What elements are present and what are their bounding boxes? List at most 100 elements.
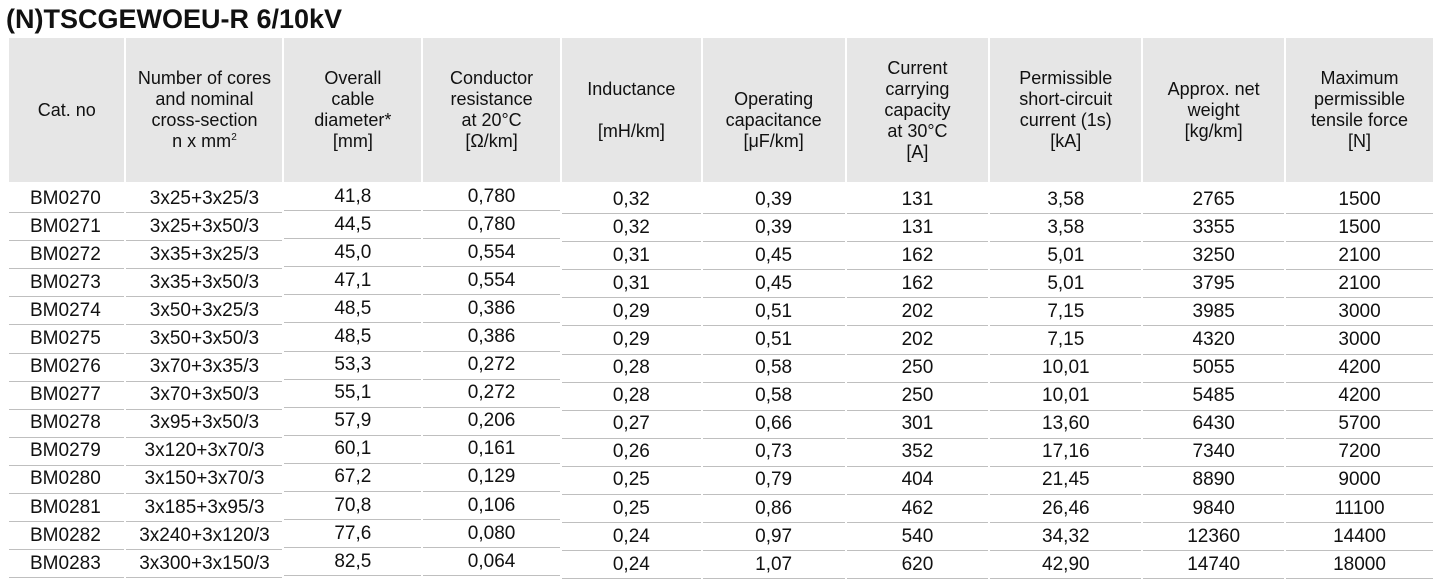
column-header-line: current (1s) [1019, 110, 1112, 130]
column-header-line: [kg/km] [1184, 120, 1243, 141]
table-cell: 0,106 [423, 492, 560, 521]
column-header-line: at 30°C [887, 120, 948, 141]
table-cell: 3795 [1143, 270, 1285, 299]
table-cell: 0,386 [423, 323, 560, 352]
column-header-line: [mH/km] [597, 120, 665, 141]
column-header-line: [A] [906, 141, 929, 162]
table-cell: 57,9 [284, 408, 422, 436]
column-header-line: and nominal [155, 89, 254, 109]
table-row: BM0283 3x300+3x150/3 82,5 0,064 0,24 1,07 620 4… [9, 548, 1433, 579]
table-cell: 10,01 [990, 383, 1142, 411]
table-cell: 4320 [1143, 326, 1285, 355]
table-cell: 0,86 [702, 495, 845, 524]
table-cell: 7340 [1143, 439, 1285, 467]
table-cell: 17,16 [990, 439, 1142, 467]
table-cell: 0,080 [423, 520, 560, 549]
column-header-line: tensile force [1311, 110, 1409, 130]
table-cell: 3355 [1143, 214, 1285, 243]
table-row: BM0271 3x25+3x50/3 44,5 0,780 0,32 0,39 131 3,5… [9, 213, 1433, 243]
table-cell: 18000 [1286, 551, 1433, 579]
column-header-6: Current carrying capacity at 30°C [A] [846, 38, 989, 185]
table-cell: 53,3 [284, 352, 422, 380]
column-header-2: Overall cable diameter* [mm] [284, 38, 422, 185]
table-row: BM0273 3x35+3x50/3 47,1 0,554 0,31 0,45 162 5,0… [9, 269, 1433, 299]
table-cell: 3x70+3x50/3 [126, 382, 283, 410]
table-cell: 7,15 [990, 298, 1142, 327]
column-header-7: Permissible short-circuit current (1s) [kA] [990, 38, 1142, 185]
table-cell: 131 [846, 214, 989, 243]
table-cell: 3x50+3x50/3 [126, 325, 283, 354]
table-cell: 0,25 [561, 467, 701, 496]
table-cell: 5,01 [990, 270, 1142, 299]
table-cell: 8890 [1143, 467, 1285, 496]
table-row: BM0279 3x120+3x70/3 60,1 0,161 0,26 0,73 352 17… [9, 438, 1433, 467]
column-header-line: diameter* [314, 110, 392, 130]
table-cell: 34,32 [990, 523, 1142, 552]
table-cell: 9000 [1286, 467, 1433, 496]
table-cell: 0,31 [561, 242, 701, 271]
table-cell: 14400 [1286, 523, 1433, 552]
table-cell: 5700 [1286, 411, 1433, 439]
table-cell: 0,97 [702, 523, 845, 552]
table-cell: 12360 [1143, 523, 1285, 552]
table-cell: 3x150+3x70/3 [126, 466, 283, 495]
column-header-line: at 20°C [461, 110, 522, 130]
table-cell: 3x240+3x120/3 [126, 522, 283, 551]
table-cell: 2100 [1286, 242, 1433, 271]
column-header-line: cable [331, 89, 375, 109]
table-cell: 301 [846, 411, 989, 439]
table-cell: 3000 [1286, 326, 1433, 355]
column-header-3: Conductor resistance at 20°C [Ω/km] [423, 38, 560, 185]
cat-no-cell: BM0274 [9, 297, 125, 326]
cat-no-cell: BM0279 [9, 438, 125, 466]
table-cell: 3x300+3x150/3 [126, 550, 283, 579]
table-cell: 3x50+3x25/3 [126, 297, 283, 326]
table-cell: 7200 [1286, 439, 1433, 467]
table-cell: 70,8 [284, 492, 422, 521]
table-row: BM0280 3x150+3x70/3 67,2 0,129 0,25 0,79 404 21… [9, 466, 1433, 496]
column-header-0: Cat. no [9, 38, 125, 185]
table-cell: 0,51 [702, 298, 845, 327]
table-cell: 55,1 [284, 380, 422, 408]
table-row: BM0277 3x70+3x50/3 55,1 0,272 0,28 0,58 250 10,… [9, 380, 1433, 411]
table-cell: 4200 [1286, 355, 1433, 383]
table-cell: 2100 [1286, 270, 1433, 299]
table-row: BM0278 3x95+3x50/3 57,9 0,206 0,27 0,66 301 13,… [9, 408, 1433, 439]
table-cell: 7,15 [990, 326, 1142, 355]
cat-no-cell: BM0271 [9, 213, 125, 242]
table-cell: 202 [846, 298, 989, 327]
table-cell: 9840 [1143, 495, 1285, 524]
table-cell: 3x25+3x50/3 [126, 213, 283, 242]
table-cell: 0,064 [423, 548, 560, 577]
table-cell: 6430 [1143, 411, 1285, 439]
table-cell: 0,272 [423, 352, 560, 380]
table-cell: 202 [846, 326, 989, 355]
table-row: BM0281 3x185+3x95/3 70,8 0,106 0,25 0,86 462 26… [9, 492, 1433, 524]
cat-no-cell: BM0282 [9, 522, 125, 551]
table-cell: 2765 [1143, 186, 1285, 215]
table-cell: 0,73 [702, 439, 845, 467]
column-header-line: resistance [450, 89, 533, 109]
cat-no-cell: BM0270 [9, 185, 125, 214]
table-cell: 0,32 [561, 214, 701, 243]
table-cell: 0,272 [423, 380, 560, 408]
table-cell: 41,8 [284, 183, 422, 212]
column-header-line: Current [887, 57, 948, 78]
table-cell: 620 [846, 551, 989, 579]
column-header-line: Operating [734, 89, 814, 109]
column-header-line: Inductance [587, 78, 676, 99]
table-cell: 0,26 [561, 439, 701, 467]
table-cell: 13,60 [990, 411, 1142, 439]
table-cell: 5055 [1143, 355, 1285, 383]
table-cell: 14740 [1143, 551, 1285, 579]
table-cell: 0,31 [561, 270, 701, 299]
column-header-line: [Ω/km] [465, 131, 518, 151]
column-header-line: permissible [1314, 89, 1406, 109]
table-cell: 3,58 [990, 214, 1142, 243]
table-cell: 540 [846, 523, 989, 552]
cable-data-table-container: Cat. no Number of cores and nominal cross-s… [7, 38, 1435, 579]
table-cell: 352 [846, 439, 989, 467]
table-cell: 77,6 [284, 520, 422, 549]
table-cell: 3000 [1286, 298, 1433, 327]
column-header-line [564, 100, 699, 121]
